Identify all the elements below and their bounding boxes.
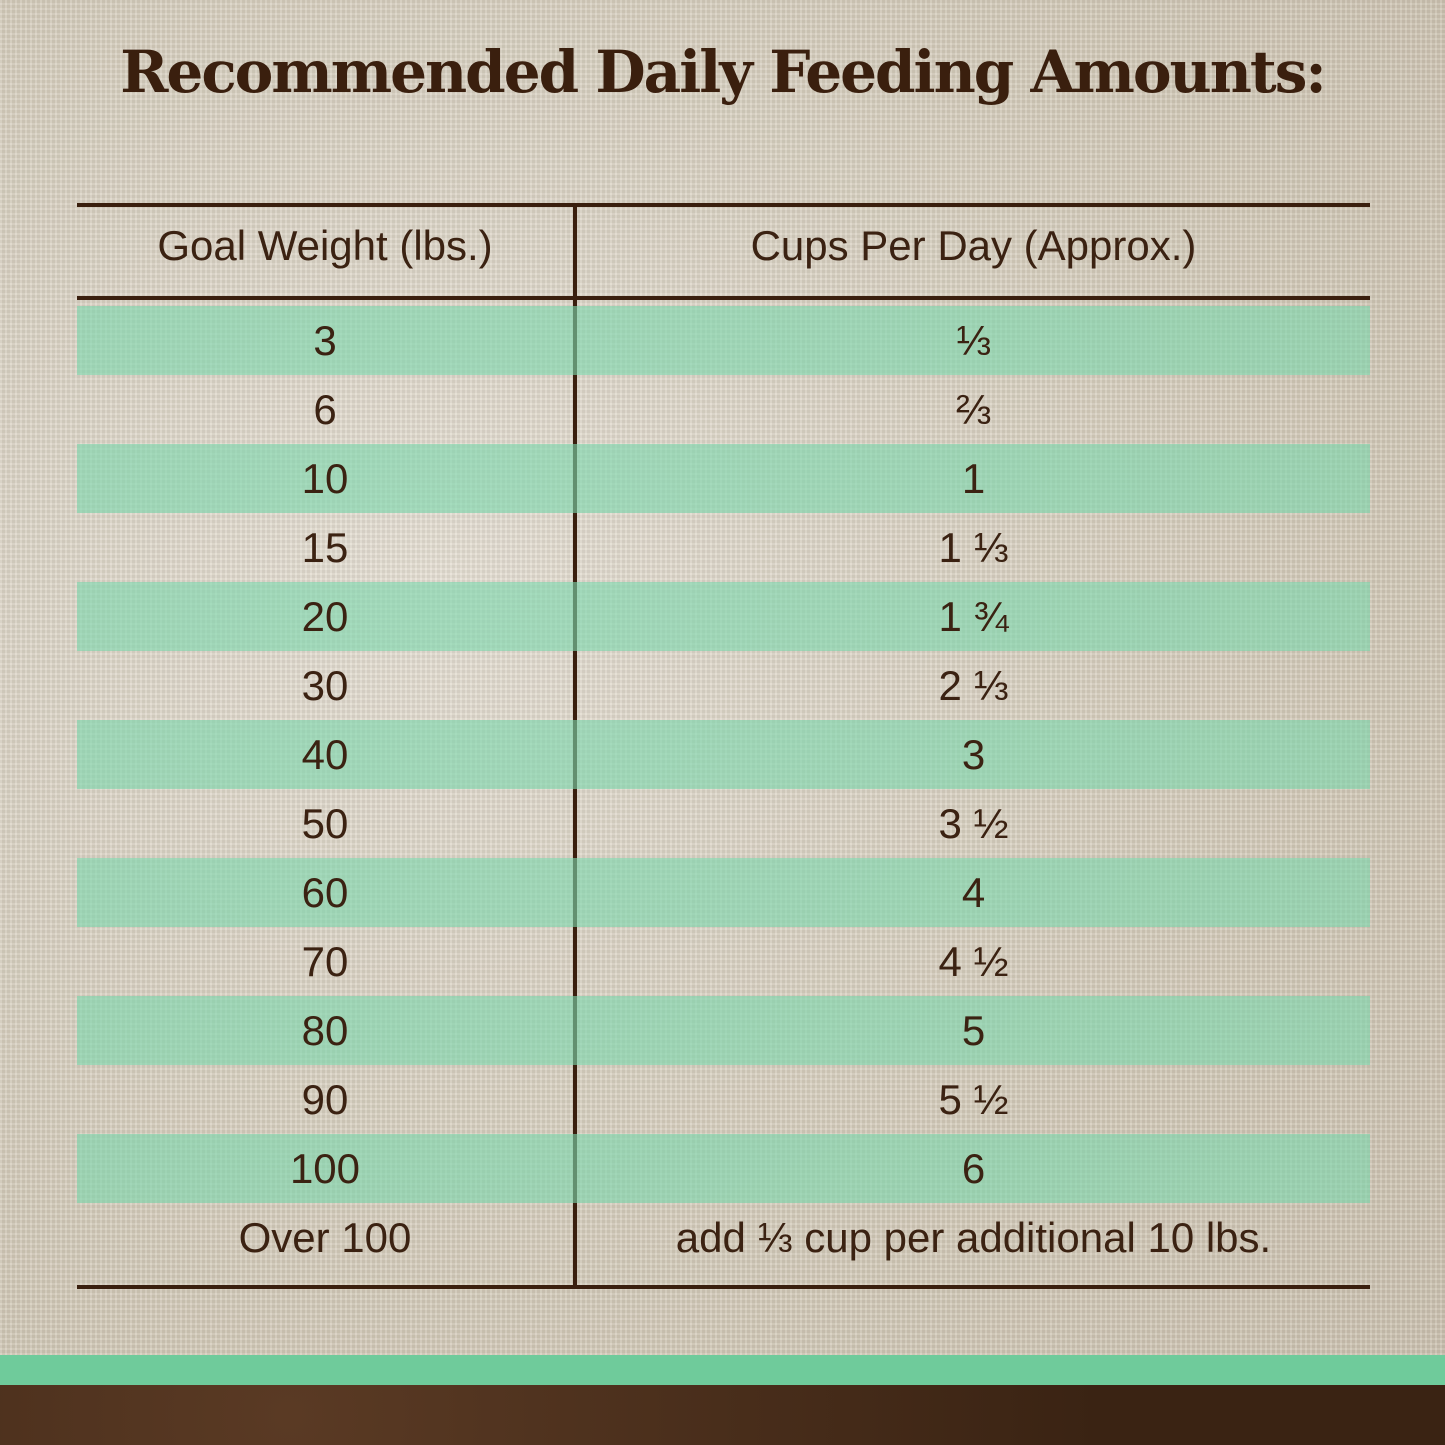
- cups-cell: ⅔: [955, 386, 992, 433]
- cups-cell: 2 ⅓: [938, 662, 1009, 709]
- table-top-rule: [77, 203, 1370, 207]
- header-cups-per-day: Cups Per Day (Approx.): [750, 222, 1197, 269]
- cups-cell: 5 ½: [938, 1076, 1009, 1123]
- table-row: 30 2 ⅓: [77, 651, 1370, 720]
- weight-cell: 40: [301, 731, 349, 778]
- green-band: [0, 1355, 1445, 1385]
- header-rule: [77, 296, 1370, 300]
- table-row: 15 1 ⅓: [77, 513, 1370, 582]
- page-title: Recommended Daily Feeding Amounts:: [120, 38, 1327, 106]
- cups-cell: 4: [961, 869, 986, 916]
- cups-cell: 3: [961, 731, 986, 778]
- cups-cell: ⅓: [955, 317, 992, 364]
- weight-cell: 10: [301, 455, 349, 502]
- weight-cell: 6: [313, 386, 337, 433]
- table-bottom-rule: [77, 1285, 1370, 1289]
- weight-cell: 30: [301, 662, 349, 709]
- table-row: Over 100 add ⅓ cup per additional 10 lbs.: [77, 1203, 1370, 1272]
- cups-cell: 1 ¾: [938, 593, 1009, 640]
- weight-cell: 15: [301, 524, 349, 571]
- weight-cell: Over 100: [238, 1214, 412, 1261]
- cups-cell: 5: [961, 1007, 986, 1054]
- weight-cell: 80: [301, 1007, 349, 1054]
- cups-cell: 4 ½: [938, 938, 1009, 985]
- soil-strip: [0, 1385, 1445, 1445]
- cups-cell: 1 ⅓: [938, 524, 1009, 571]
- cups-cell: 1: [961, 455, 986, 502]
- table-row: 40 3: [77, 720, 1370, 789]
- table-row: 80 5: [77, 996, 1370, 1065]
- table-row: 50 3 ½: [77, 789, 1370, 858]
- weight-cell: 90: [301, 1076, 349, 1123]
- weight-cell: 60: [301, 869, 349, 916]
- weight-cell: 100: [289, 1145, 361, 1192]
- cups-cell: add ⅓ cup per additional 10 lbs.: [675, 1214, 1272, 1261]
- header-goal-weight: Goal Weight (lbs.): [157, 222, 493, 269]
- table-row: 90 5 ½: [77, 1065, 1370, 1134]
- table-row: 70 4 ½: [77, 927, 1370, 996]
- weight-cell: 3: [313, 317, 337, 364]
- weight-cell: 20: [301, 593, 349, 640]
- table-row: 100 6: [77, 1134, 1370, 1203]
- weight-cell: 50: [301, 800, 349, 847]
- table-row: 20 1 ¾: [77, 582, 1370, 651]
- cups-cell: 3 ½: [938, 800, 1009, 847]
- weight-cell: 70: [301, 938, 349, 985]
- table-row: 10 1: [77, 444, 1370, 513]
- cups-cell: 6: [961, 1145, 986, 1192]
- table-row: 60 4: [77, 858, 1370, 927]
